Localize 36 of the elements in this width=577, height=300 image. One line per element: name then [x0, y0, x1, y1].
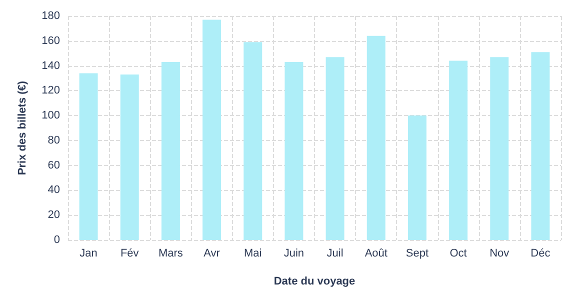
bar	[202, 20, 222, 240]
x-tick-label: Mars	[158, 248, 184, 260]
x-tick-label: Déc	[530, 248, 551, 260]
x-tick-label: Oct	[450, 248, 467, 260]
x-tick-label: Août	[364, 248, 388, 260]
x-tick-label: Juil	[326, 248, 344, 260]
x-tick-label: Juin	[284, 248, 304, 260]
y-tick-label: 0	[54, 234, 60, 246]
y-tick-label: 40	[48, 184, 60, 196]
bar	[284, 62, 304, 240]
bar	[326, 57, 344, 240]
y-tick-label: 60	[48, 159, 60, 172]
x-tick-label: Avr	[204, 248, 220, 260]
y-tick-label: 180	[42, 10, 60, 22]
x-tick-label: Mai	[244, 248, 262, 260]
x-tick-label: Jan	[80, 248, 98, 260]
y-tick-label: 120	[42, 84, 60, 97]
bar	[490, 57, 509, 240]
y-axis-title: Prix des billets (€)	[16, 80, 28, 176]
y-tick-label: 160	[42, 34, 60, 47]
x-tick-label: Nov	[490, 248, 510, 260]
bar	[161, 62, 180, 240]
bar	[408, 116, 426, 240]
x-tick-label: Sept	[406, 248, 429, 260]
bar	[449, 60, 468, 240]
x-tick-label: Fév	[120, 248, 140, 260]
y-tick-label: 20	[48, 209, 60, 222]
y-tick-label: 140	[42, 60, 60, 72]
y-tick-label: 80	[48, 134, 60, 146]
bar	[531, 52, 550, 240]
y-tick-label: 100	[42, 110, 60, 122]
bar	[244, 42, 262, 240]
bar	[366, 36, 386, 240]
x-axis-title: Date du voyage	[274, 276, 356, 288]
bar	[120, 74, 139, 240]
bar	[79, 73, 98, 240]
